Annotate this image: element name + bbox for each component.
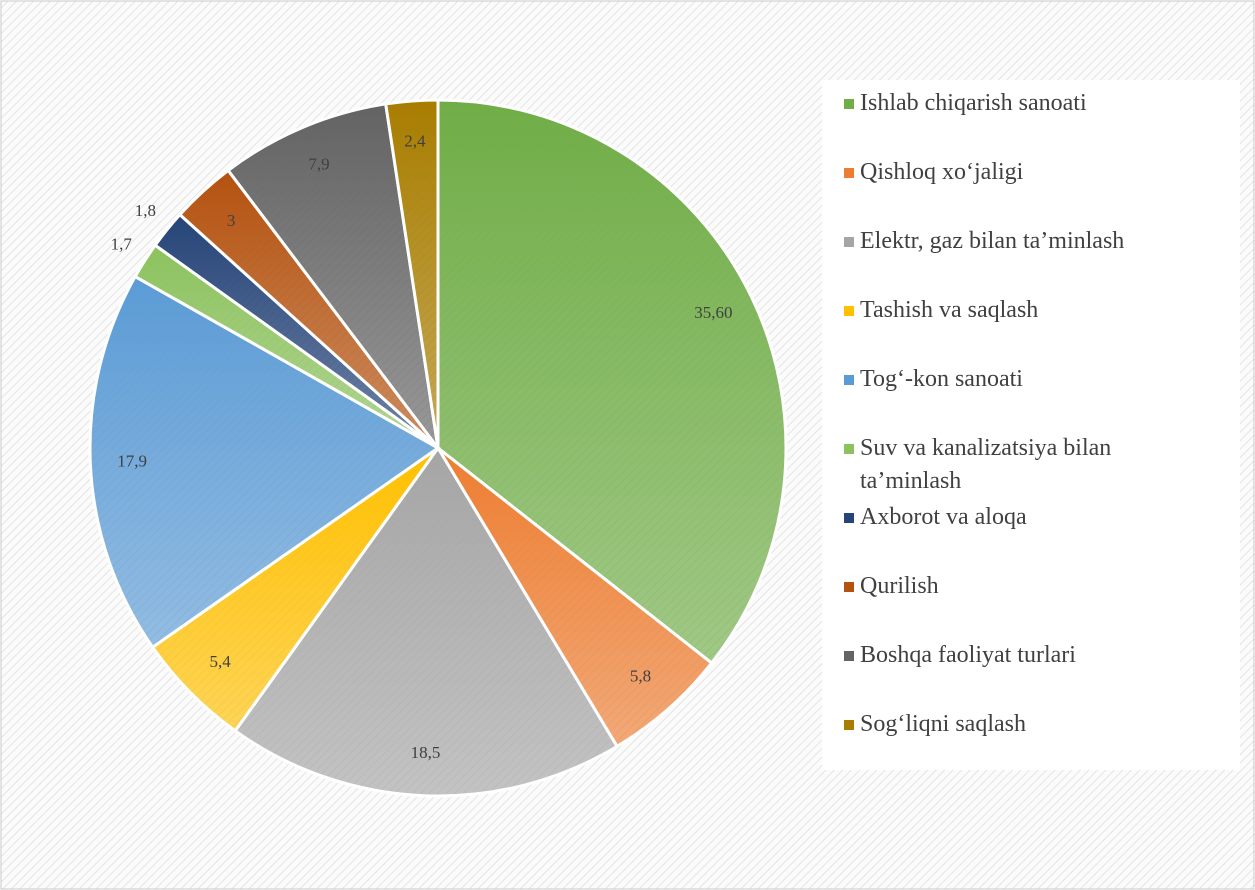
legend-swatch	[844, 237, 854, 247]
data-label: 2,4	[404, 132, 426, 151]
data-label: 18,5	[411, 743, 441, 762]
legend-item: Elektr, gaz bilan ta’minlash	[844, 225, 1190, 258]
pie-slice	[436, 446, 714, 749]
legend-swatch	[844, 720, 854, 730]
legend-swatch	[844, 99, 854, 109]
pie-slice	[88, 274, 441, 650]
legend-swatch	[844, 375, 854, 385]
pie-slice	[384, 98, 440, 449]
pie-slice	[436, 98, 788, 666]
legend-item: Boshqa faoliyat turlari	[844, 639, 1190, 672]
data-label: 17,9	[117, 451, 147, 470]
legend-item: Tog‘-kon sanoati	[844, 363, 1190, 396]
legend-item: Suv va kanalizatsiya bilan ta’minlash	[844, 432, 1190, 498]
legend-swatch	[844, 582, 854, 592]
legend-label: Elektr, gaz bilan ta’minlash	[860, 228, 1125, 254]
legend: Ishlab chiqarish sanoati Qishloq xo‘jalig…	[822, 80, 1240, 770]
data-label: 5,4	[209, 652, 231, 671]
data-label: 7,9	[308, 155, 329, 174]
legend-item: Sog‘liqni saqlash	[844, 708, 1190, 741]
legend-item: Qishloq xo‘jaligi	[844, 156, 1190, 189]
legend-swatch	[844, 306, 854, 316]
legend-swatch	[844, 168, 854, 178]
legend-label: Suv va kanalizatsiya bilan ta’minlash	[860, 435, 1112, 494]
legend-label: Tog‘-kon sanoati	[860, 366, 1023, 392]
data-label: 35,60	[694, 303, 732, 322]
pie-slice	[233, 445, 620, 798]
legend-item: Qurilish	[844, 570, 1190, 603]
legend-swatch	[844, 651, 854, 661]
legend-item: Tashish va saqlash	[844, 294, 1190, 327]
legend-label: Axborot va aloqa	[860, 504, 1027, 530]
data-label: 3	[227, 211, 236, 230]
legend-label: Qishloq xo‘jaligi	[860, 159, 1024, 185]
legend-label: Qurilish	[860, 573, 939, 599]
pie-slice	[226, 102, 440, 449]
data-label: 1,7	[111, 235, 133, 254]
legend-swatch	[844, 513, 854, 523]
legend-label: Ishlab chiqarish sanoati	[860, 90, 1087, 116]
legend-label: Boshqa faoliyat turlari	[860, 642, 1076, 668]
legend-label: Tashish va saqlash	[860, 297, 1039, 323]
legend-label: Sog‘liqni saqlash	[860, 711, 1026, 737]
legend-swatch	[844, 444, 854, 454]
data-label: 5,8	[630, 667, 651, 686]
legend-item: Ishlab chiqarish sanoati	[844, 87, 1190, 120]
data-label: 1,8	[135, 201, 156, 220]
legend-item: Axborot va aloqa	[844, 501, 1190, 534]
